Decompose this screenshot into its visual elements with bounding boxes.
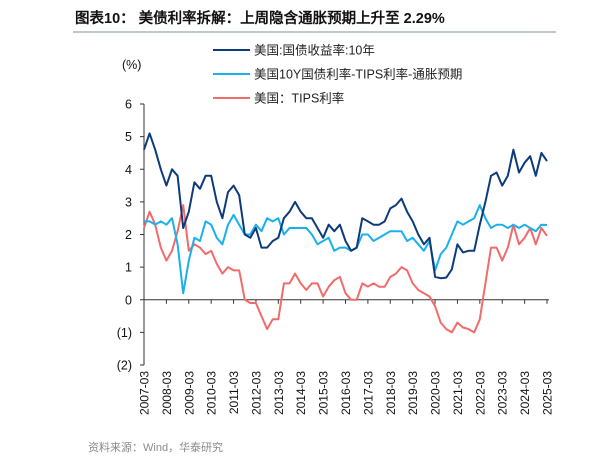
legend: 美国:国债收益率:10年美国10Y国债利率-TIPS利率-通胀预期美国：TIPS… [213,43,462,106]
y-tick-label: 3 [125,195,132,209]
source-note: 资料来源：Wind，华泰研究 [88,440,223,454]
legend-label: 美国：TIPS利率 [254,91,344,106]
x-tick-label: 2016-03 [339,371,353,415]
x-axis: 2007-03 2008-03 2009-03 2010-03 2011-03 2012-… [138,299,555,415]
series-line-1 [144,204,548,295]
y-axis: 6 5 4 3 2 1 0 (1) (2) [117,98,145,373]
y-axis-label: (%) [122,58,141,72]
series-line-0 [143,132,548,280]
x-tick-label: 2023-03 [496,371,510,415]
x-tick-label: 2012-03 [249,371,263,415]
x-tick-label: 2025-03 [541,371,555,415]
x-tick-label: 2018-03 [384,371,398,415]
legend-label: 美国10Y国债利率-TIPS利率-通胀预期 [254,67,462,82]
y-tick-label: (1) [117,326,132,340]
x-tick-label: 2015-03 [317,371,331,415]
x-tick-label: 2011-03 [227,371,241,414]
x-tick-label: 2009-03 [182,371,196,415]
y-tick-label: 0 [125,293,132,307]
legend-label: 美国:国债收益率:10年 [254,43,375,58]
x-tick-label: 2022-03 [473,371,487,415]
x-tick-label: 2019-03 [406,371,420,415]
x-tick-label: 2017-03 [361,371,375,415]
x-tick-label: 2008-03 [160,371,174,415]
y-tick-label: 4 [125,163,132,177]
y-tick-label: 1 [125,261,132,275]
y-tick-label: (2) [117,359,132,373]
x-tick-label: 2020-03 [429,371,443,415]
y-tick-label: 5 [125,130,132,144]
x-tick-label: 2013-03 [272,371,286,415]
series-lines [143,132,548,334]
x-tick-label: 2021-03 [451,371,465,415]
chart-title: 图表10： 美债利率拆解：上周隐含通胀预期上升至 2.29% [75,9,445,27]
x-tick-label: 2007-03 [138,371,152,415]
y-tick-label: 6 [125,98,132,112]
x-tick-label: 2014-03 [294,371,308,415]
x-tick-label: 2024-03 [518,371,532,415]
x-tick-label: 2010-03 [205,371,219,415]
adjacent-panel-edge [603,14,615,32]
series-line-2 [143,204,548,334]
y-tick-label: 2 [125,228,132,242]
